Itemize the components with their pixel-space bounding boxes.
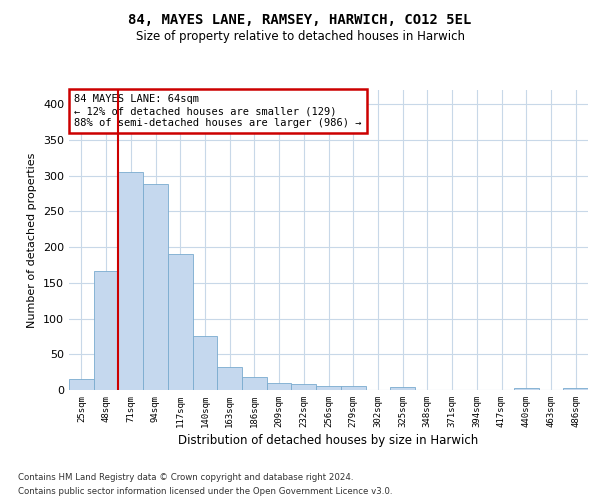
Bar — [193, 336, 217, 390]
Bar — [69, 380, 94, 390]
Bar — [168, 254, 193, 390]
Bar — [267, 383, 292, 390]
Bar — [292, 384, 316, 390]
Bar — [94, 270, 118, 390]
Bar — [514, 388, 539, 390]
Bar — [316, 386, 341, 390]
Bar — [143, 184, 168, 390]
Text: Contains HM Land Registry data © Crown copyright and database right 2024.: Contains HM Land Registry data © Crown c… — [18, 472, 353, 482]
Bar — [118, 172, 143, 390]
Bar — [563, 388, 588, 390]
X-axis label: Distribution of detached houses by size in Harwich: Distribution of detached houses by size … — [178, 434, 479, 447]
Y-axis label: Number of detached properties: Number of detached properties — [28, 152, 37, 328]
Bar — [217, 367, 242, 390]
Text: Contains public sector information licensed under the Open Government Licence v3: Contains public sector information licen… — [18, 488, 392, 496]
Bar — [242, 377, 267, 390]
Text: 84, MAYES LANE, RAMSEY, HARWICH, CO12 5EL: 84, MAYES LANE, RAMSEY, HARWICH, CO12 5E… — [128, 12, 472, 26]
Text: Size of property relative to detached houses in Harwich: Size of property relative to detached ho… — [136, 30, 464, 43]
Bar — [341, 386, 365, 390]
Bar — [390, 387, 415, 390]
Text: 84 MAYES LANE: 64sqm
← 12% of detached houses are smaller (129)
88% of semi-deta: 84 MAYES LANE: 64sqm ← 12% of detached h… — [74, 94, 362, 128]
